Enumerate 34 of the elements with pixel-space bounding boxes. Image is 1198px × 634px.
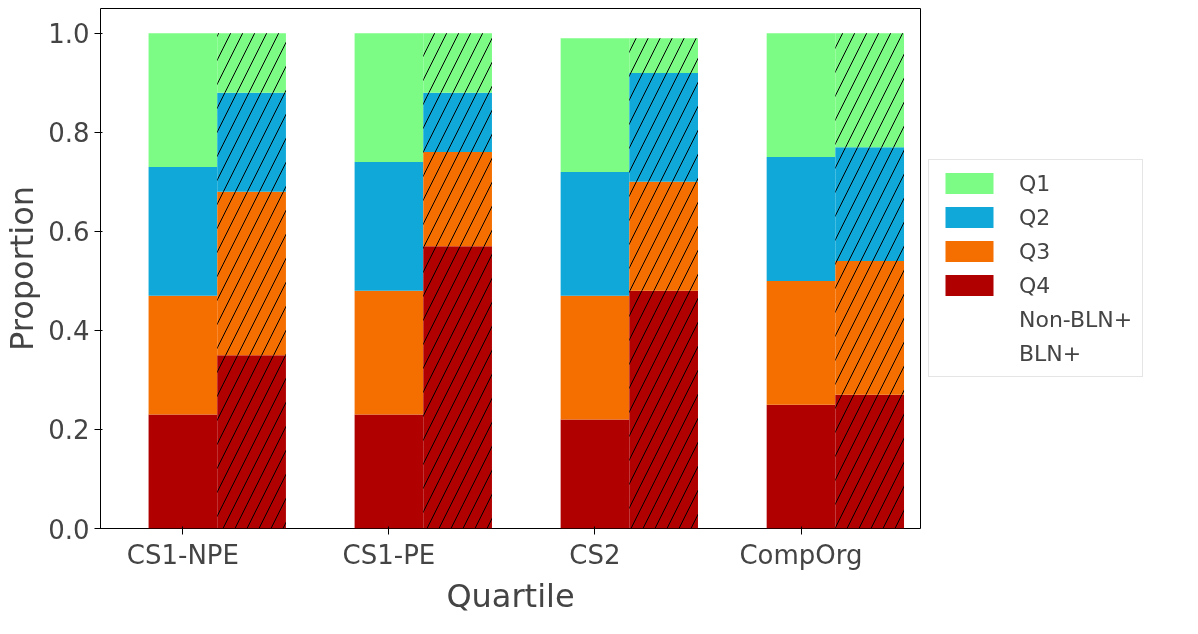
bar <box>766 157 836 281</box>
x-axis-title: Quartile <box>446 576 575 615</box>
y-tick-label: 0.8 <box>48 118 90 149</box>
y-tick-label: 0.2 <box>48 415 90 446</box>
x-tick-label: CompOrg <box>739 539 863 570</box>
bar <box>148 166 218 296</box>
x-tick-label: CS1-PE <box>342 539 436 570</box>
bar <box>766 33 836 158</box>
bar <box>148 295 218 415</box>
bar <box>560 295 630 420</box>
legend-label: Q1 <box>1019 170 1051 196</box>
legend-label: Q2 <box>1019 204 1051 230</box>
y-tick-label: 0.0 <box>48 514 90 545</box>
x-tick-label: CS1-NPE <box>126 539 239 570</box>
bar <box>766 280 836 405</box>
bar <box>560 171 630 296</box>
bar <box>148 414 218 529</box>
y-tick-label: 1.0 <box>48 19 90 50</box>
legend-label: Q4 <box>1019 272 1051 298</box>
y-tick-label: 0.4 <box>48 316 90 347</box>
bar <box>560 419 630 529</box>
bar <box>354 290 424 415</box>
bar <box>354 414 424 529</box>
y-axis-title: Proportion <box>3 185 42 352</box>
bar <box>148 33 218 167</box>
x-tick-label: CS2 <box>569 539 621 570</box>
bar <box>766 404 836 529</box>
bar <box>560 38 630 172</box>
text: Non-BLN+ <box>1019 306 1133 332</box>
text: BLN+ <box>1019 340 1082 366</box>
y-tick-label: 0.6 <box>48 217 90 248</box>
bar <box>354 162 424 291</box>
bar <box>354 33 424 163</box>
legend-label: Q3 <box>1019 238 1051 264</box>
